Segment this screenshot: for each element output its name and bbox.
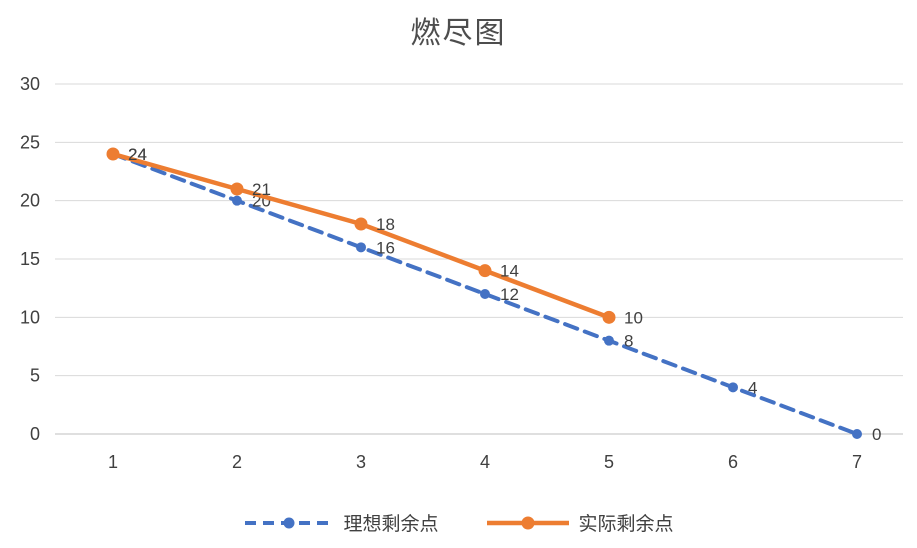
svg-text:5: 5 (30, 366, 40, 386)
svg-text:0: 0 (30, 424, 40, 444)
svg-text:14: 14 (500, 262, 519, 281)
svg-text:24: 24 (128, 145, 147, 164)
legend: 理想剩余点 实际剩余点 (0, 509, 917, 536)
svg-text:7: 7 (852, 452, 862, 472)
svg-text:25: 25 (20, 132, 40, 152)
svg-text:2: 2 (232, 452, 242, 472)
svg-text:5: 5 (604, 452, 614, 472)
svg-text:20: 20 (20, 191, 40, 211)
svg-text:6: 6 (728, 452, 738, 472)
legend-item-ideal: 理想剩余点 (243, 509, 439, 536)
legend-actual-line-icon (486, 516, 569, 529)
legend-item-actual: 实际剩余点 (485, 509, 674, 536)
svg-text:8: 8 (624, 332, 633, 351)
chart-title: 燃尽图 (410, 17, 507, 50)
legend-actual-label: 实际剩余点 (578, 514, 674, 535)
svg-text:15: 15 (20, 249, 40, 269)
svg-text:30: 30 (20, 74, 40, 94)
legend-ideal-label: 理想剩余点 (343, 514, 439, 535)
legend-ideal-line-icon (245, 517, 334, 528)
svg-text:10: 10 (624, 308, 643, 327)
svg-text:10: 10 (20, 307, 40, 327)
svg-text:21: 21 (252, 180, 271, 199)
svg-text:16: 16 (376, 238, 395, 257)
svg-text:4: 4 (480, 452, 490, 472)
svg-text:3: 3 (356, 452, 366, 472)
svg-text:12: 12 (500, 285, 519, 304)
svg-text:18: 18 (376, 215, 395, 234)
svg-text:1: 1 (108, 452, 118, 472)
svg-text:0: 0 (872, 425, 881, 444)
svg-text:4: 4 (748, 378, 757, 397)
